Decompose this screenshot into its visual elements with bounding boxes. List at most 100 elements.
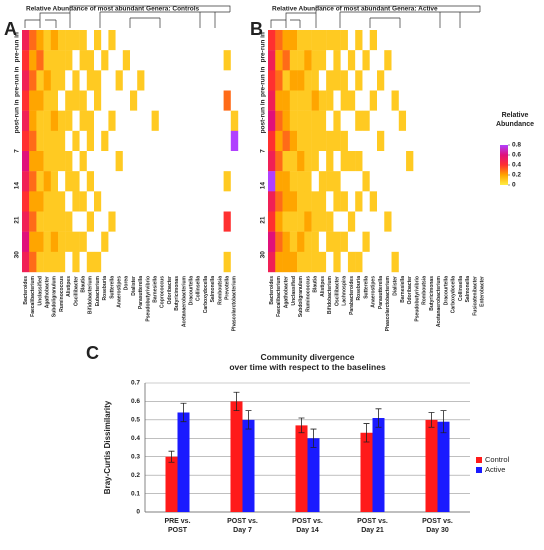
heatmap-cell [72, 110, 80, 132]
column-label: Faecalibacterium [276, 275, 282, 316]
heatmap-cell [58, 231, 66, 253]
heatmap-cell [22, 70, 30, 91]
heatmap-cell [311, 50, 320, 71]
heatmap-cell [86, 251, 95, 273]
heatmap-cell [86, 130, 95, 152]
column-label: Fusicatenibacter [472, 276, 478, 316]
heatmap-cell [50, 110, 59, 132]
heatmap-cell [275, 211, 283, 232]
heatmap-cell [406, 211, 414, 232]
heatmap-cell [435, 90, 443, 111]
heatmap-cell [471, 70, 479, 91]
heatmap-cell [137, 151, 145, 172]
heatmap-cell [43, 151, 51, 172]
heatmap-cell [449, 50, 458, 71]
bar [242, 419, 255, 512]
heatmap-cell [79, 110, 87, 132]
heatmap-cell [340, 130, 349, 152]
heatmap-cell [22, 231, 30, 253]
heatmap-cell [230, 50, 239, 71]
y-tick-label: 0.7 [131, 380, 140, 387]
heatmap-cell [435, 191, 443, 212]
heatmap-cell [122, 130, 131, 152]
heatmap-cell [282, 90, 290, 111]
heatmap-cell [442, 110, 450, 132]
heatmap-cell [137, 50, 145, 71]
heatmap-cell [318, 171, 327, 192]
heatmap-cell [108, 130, 116, 152]
heatmap-cell [22, 30, 30, 51]
heatmap-cell [391, 191, 399, 212]
heatmap-cell [464, 151, 472, 172]
heatmap-cell [151, 191, 159, 212]
heatmap-cell [166, 231, 174, 253]
heatmap-cell [289, 151, 298, 172]
heatmap-cell [413, 211, 421, 232]
heatmap-cell [333, 251, 341, 273]
heatmap-cell [36, 191, 44, 212]
column-label: Parabacteroides [349, 276, 355, 315]
heatmap-cell [72, 171, 80, 192]
heatmap-cell [464, 90, 472, 111]
error-bar [233, 391, 240, 412]
error-bar [180, 402, 187, 423]
heatmap-cell [478, 70, 487, 91]
heatmap-cell [406, 231, 414, 253]
heatmap-cell [43, 231, 51, 253]
heatmap-cell [122, 30, 131, 51]
heatmap-cell [311, 151, 320, 172]
heatmap-cell [202, 231, 210, 253]
heatmap-cell [340, 30, 349, 51]
heatmap-cell [398, 211, 407, 232]
heatmap-cell [464, 251, 472, 273]
heatmap-cell [29, 191, 37, 212]
heatmap-cell [413, 231, 421, 253]
heatmap-cell [420, 50, 429, 71]
heatmap-cell [326, 151, 334, 172]
heatmap-cell [384, 30, 392, 51]
column-label: Sutterella [109, 276, 115, 299]
heatmap-cell [406, 251, 414, 273]
column-label: Bacteroides [23, 276, 29, 305]
heatmap-cell [209, 70, 217, 91]
heatmap-cell [216, 191, 224, 212]
heatmap-cell [43, 90, 51, 111]
heatmap-cell [209, 171, 217, 192]
heatmap-cell [158, 110, 167, 132]
heatmap-cell [311, 211, 320, 232]
heatmap-cell [65, 30, 73, 51]
heatmap-cell [282, 231, 290, 253]
heatmap-cell [471, 90, 479, 111]
heatmap-cell [79, 30, 87, 51]
heatmap-cell [36, 151, 44, 172]
heatmap-cell [65, 231, 73, 253]
heatmap-cell [22, 130, 30, 152]
heatmap-cell [333, 191, 341, 212]
column-label: Dracourtella [443, 276, 449, 305]
heatmap-cell [391, 70, 399, 91]
heatmap-cell [94, 110, 102, 132]
heatmap-cell [442, 130, 450, 152]
heatmap-cell [36, 171, 44, 192]
heatmap-cell [22, 50, 30, 71]
heatmap-cell [65, 211, 73, 232]
heatmap-cell [304, 110, 312, 132]
y-tick-label: 0.1 [131, 490, 140, 497]
error-bar [375, 408, 382, 428]
heatmap-cell [347, 110, 356, 132]
heatmap-cell [79, 251, 87, 273]
heatmap-cell [43, 251, 51, 273]
heatmap-cell [391, 251, 399, 273]
error-bar [245, 410, 252, 430]
heatmap-cell [122, 50, 131, 71]
heatmap-cell [275, 30, 283, 51]
heatmap-cell [304, 231, 312, 253]
column-label: Collinsella [196, 276, 202, 301]
heatmap-cell [173, 191, 181, 212]
heatmap-cell [194, 191, 203, 212]
heatmap-cell [435, 130, 443, 152]
heatmap-cell [194, 50, 203, 71]
heatmap-cell [449, 211, 458, 232]
bar [425, 419, 438, 512]
heatmap-cell [478, 171, 487, 192]
